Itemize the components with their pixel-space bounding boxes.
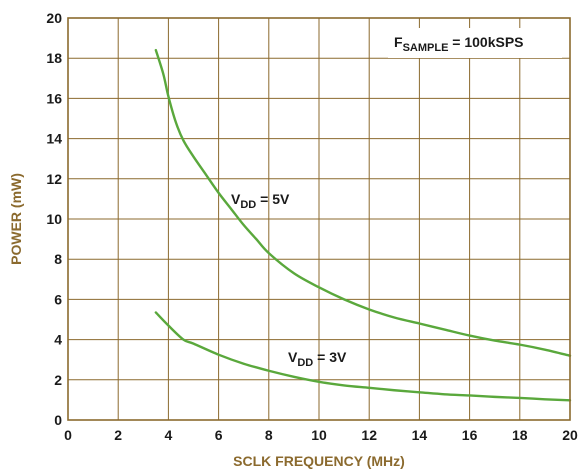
series-label-vdd-5v: VDD = 5V bbox=[231, 191, 290, 211]
y-tick-label: 10 bbox=[46, 211, 62, 227]
annotation-suffix: = 3V bbox=[313, 349, 347, 365]
annotation-subscript: SAMPLE bbox=[403, 42, 449, 54]
y-tick-label: 14 bbox=[46, 131, 62, 147]
plot-frame bbox=[67, 17, 571, 421]
y-tick-label: 16 bbox=[46, 90, 62, 106]
annotation-prefix: F bbox=[394, 34, 403, 50]
y-tick-label: 6 bbox=[54, 291, 62, 307]
annotation-subscript: DD bbox=[297, 357, 313, 369]
y-tick-label: 0 bbox=[54, 412, 62, 428]
series-label-vdd-3v: VDD = 3V bbox=[288, 349, 347, 369]
y-tick-label: 4 bbox=[54, 332, 62, 348]
annotation-prefix: V bbox=[231, 191, 241, 207]
annotation-prefix: V bbox=[288, 349, 298, 365]
x-tick-label: 6 bbox=[215, 427, 223, 443]
y-tick-label: 8 bbox=[54, 251, 62, 267]
y-tick-label: 12 bbox=[46, 171, 62, 187]
x-tick-label: 12 bbox=[361, 427, 377, 443]
y-tick-label: 18 bbox=[46, 50, 62, 66]
x-tick-label: 8 bbox=[265, 427, 273, 443]
series-line-0 bbox=[154, 48, 572, 357]
series-line-1 bbox=[154, 311, 572, 402]
sample-rate-box bbox=[388, 28, 562, 58]
y-tick-label: 2 bbox=[54, 372, 62, 388]
x-tick-label: 16 bbox=[462, 427, 478, 443]
x-tick-label: 2 bbox=[114, 427, 122, 443]
x-tick-label: 10 bbox=[311, 427, 327, 443]
x-tick-label: 20 bbox=[562, 427, 578, 443]
x-tick-label: 4 bbox=[165, 427, 173, 443]
y-axis-title: POWER (mW) bbox=[8, 173, 24, 265]
grid-lines bbox=[68, 18, 570, 420]
x-tick-label: 14 bbox=[412, 427, 428, 443]
annotation-subscript: DD bbox=[240, 199, 256, 211]
sample-rate-annotation: FSAMPLE = 100kSPS bbox=[394, 34, 524, 54]
annotation-suffix: = 5V bbox=[256, 191, 290, 207]
series-lines bbox=[154, 48, 572, 402]
x-axis-title: SCLK FREQUENCY (MHz) bbox=[233, 453, 405, 469]
y-tick-label: 20 bbox=[46, 10, 62, 26]
x-tick-label: 18 bbox=[512, 427, 528, 443]
x-tick-label: 0 bbox=[64, 427, 72, 443]
annotation-suffix: = 100kSPS bbox=[448, 34, 523, 50]
tick-labels: 0 2 4 6 8 10 12 14 16 18 20 0 2 4 6 8 10 12 14 16 18 20 bbox=[46, 10, 578, 443]
